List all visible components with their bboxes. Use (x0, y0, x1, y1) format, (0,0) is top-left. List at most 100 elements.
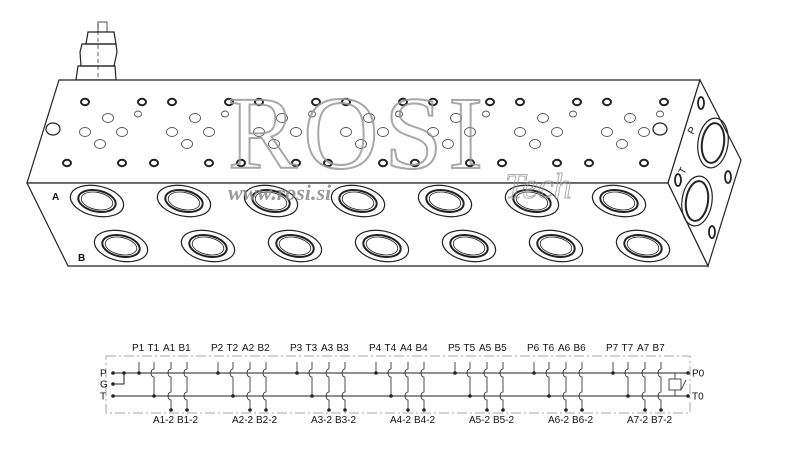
port-b (528, 229, 584, 263)
pin-hole (134, 110, 142, 118)
port-a (591, 184, 647, 218)
junction-dot (374, 371, 378, 375)
station-label-a1-2: A1-2 (153, 415, 175, 426)
port-thread (341, 191, 375, 211)
mounting-bolt-hole (602, 97, 612, 107)
b-through-line (499, 362, 504, 410)
station-label-a6: A6 (558, 343, 571, 354)
end-bolt-hole (697, 96, 705, 110)
port-bore (338, 188, 378, 214)
valve-mounting-pattern (323, 97, 408, 168)
port-thread (515, 191, 549, 211)
b-through-line (341, 362, 346, 410)
port-hole (363, 113, 375, 123)
mounting-bolt-hole (341, 97, 351, 107)
port-bore (700, 122, 726, 164)
mounting-bolt-hole (117, 158, 127, 168)
port-spotface (528, 229, 584, 263)
end-label-t: T (677, 166, 690, 177)
station-label-b6: B6 (574, 343, 587, 354)
junction-dot (185, 408, 189, 412)
port-label-p: P (100, 369, 107, 380)
station-3: P3 T3 A3 B3 A3-2 B3-2 (290, 343, 357, 426)
port-spotface (417, 184, 473, 218)
a-through-line (483, 362, 488, 410)
valve-mounting-pattern (149, 97, 234, 168)
station-label-p4: P4 (369, 343, 382, 354)
port-bore (425, 188, 465, 214)
watermark-url: www.rosi.si (228, 180, 332, 205)
station-5: P5 T5 A5 B5 A5-2 B5-2 (448, 343, 515, 426)
station-label-a5-2: A5-2 (469, 415, 491, 426)
port-spotface (69, 184, 125, 218)
side-plug-hole (45, 122, 61, 136)
t-tap-line (466, 362, 471, 396)
port-hole (624, 113, 636, 123)
port-hole (181, 139, 193, 149)
port-thread (539, 236, 573, 256)
station-7: P7 T7 A7 B7 A7-2 B7-2 (606, 343, 673, 426)
junction-dot (659, 408, 663, 412)
station-6: P6 T6 A6 B6 A6-2 B6-2 (527, 343, 594, 426)
junction-dot (327, 408, 331, 412)
station-label-p6: P6 (527, 343, 540, 354)
side-plug-hole (652, 122, 668, 136)
station-label-a2-2: A2-2 (232, 415, 254, 426)
station-label-a7: A7 (637, 343, 650, 354)
port-spotface (504, 184, 560, 218)
port-bore (512, 188, 552, 214)
port-hole (166, 127, 178, 137)
station-4: P4 T4 A4 B4 A4-2 B4-2 (369, 343, 436, 426)
port-bore (101, 233, 141, 259)
b-through-line (578, 362, 583, 410)
port-thread (626, 236, 660, 256)
port-label-t: T (100, 392, 106, 403)
port-a (243, 184, 299, 218)
station-label-p2: P2 (211, 343, 224, 354)
pin-hole (656, 110, 664, 118)
mounting-bolt-hole (410, 158, 420, 168)
junction-dot (152, 394, 156, 398)
valve-mounting-pattern (410, 97, 495, 168)
mounting-bolt-hole (378, 158, 388, 168)
port-bore (623, 233, 663, 259)
t-tap-line (624, 362, 629, 396)
front-label-b: B (78, 253, 85, 264)
port-hole (616, 139, 628, 149)
isometric-block-view: A B P T ROSI Tech www.rosi.si (26, 21, 742, 268)
port-hole (102, 113, 114, 123)
b-through-line (183, 362, 188, 410)
pin-hole (569, 110, 577, 118)
t-tap-line (150, 362, 155, 396)
pin-hole (221, 110, 229, 118)
port-p0 (697, 117, 729, 169)
station-label-p3: P3 (290, 343, 303, 354)
junction-dot (580, 408, 584, 412)
front-label-a: A (52, 192, 59, 203)
station-label-t7: T7 (622, 343, 634, 354)
port-thread (428, 191, 462, 211)
station-label-b5-2: B5-2 (493, 415, 515, 426)
relief-valve-spring (680, 379, 687, 391)
port-hole (276, 113, 288, 123)
a-through-line (246, 362, 251, 410)
port-bore (449, 233, 489, 259)
port-spotface (267, 229, 323, 263)
port-label-p0: P0 (692, 369, 705, 380)
port-spotface (697, 117, 729, 169)
port-b (615, 229, 671, 263)
mounting-bolt-hole (204, 158, 214, 168)
valve-base (75, 65, 117, 81)
port-bore (164, 188, 204, 214)
port-thread (191, 236, 225, 256)
port-bore (275, 233, 315, 259)
port-thread (254, 191, 288, 211)
station-label-p7: P7 (606, 343, 619, 354)
junction-dot (453, 371, 457, 375)
junction-dot (686, 394, 690, 398)
mounting-bolt-hole (149, 158, 159, 168)
station-label-a1: A1 (163, 343, 176, 354)
port-thread (167, 191, 201, 211)
port-spotface (441, 229, 497, 263)
